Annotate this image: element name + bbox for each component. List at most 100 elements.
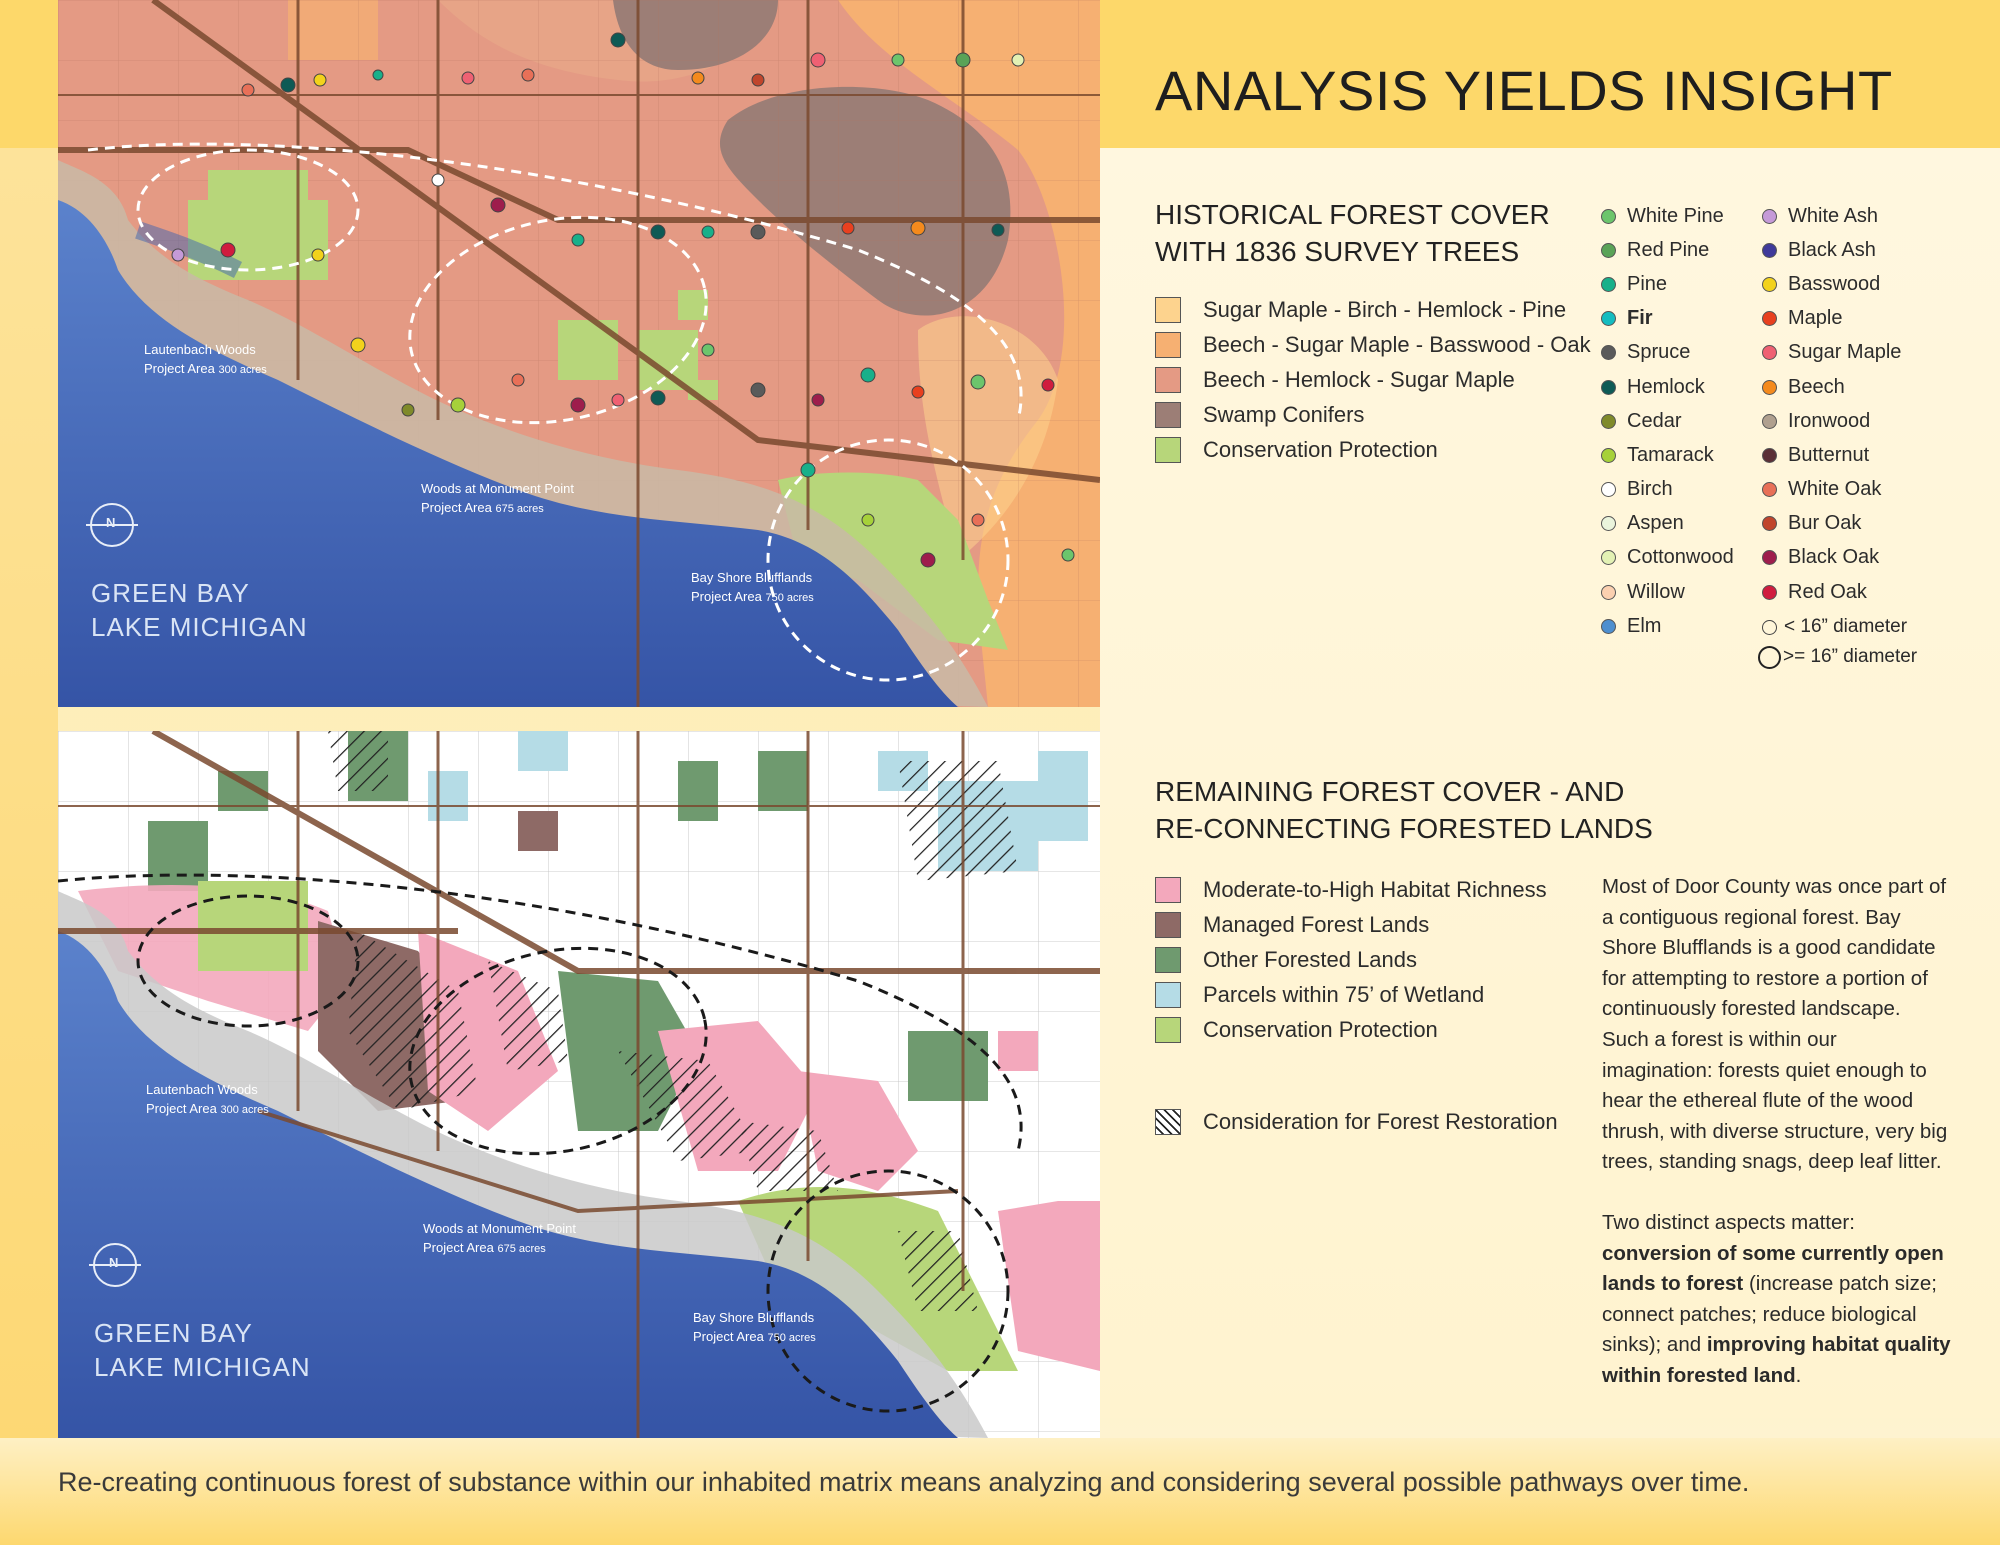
tree-marker-icon — [1762, 447, 1777, 463]
legend-swatch-icon — [1155, 946, 1181, 973]
tree-legend-item: White Ash — [1762, 199, 1901, 233]
tree-marker-icon — [1601, 482, 1616, 498]
tree-marker-icon — [1601, 413, 1616, 429]
tree-legend-item: Tamarack — [1601, 438, 1734, 472]
tree-label: Bur Oak — [1788, 512, 1862, 535]
monument-point-label: Woods at Monument Point Project Area 675… — [421, 481, 574, 515]
tree-marker-icon — [1601, 550, 1616, 566]
tree-legend-item: Red Pine — [1601, 233, 1734, 267]
survey-trees-legend-col2: White Ash Black Ash Basswood Maple Sugar Map… — [1762, 199, 1901, 609]
tree-label: Aspen — [1627, 512, 1684, 535]
remaining-map-graphic — [58, 731, 1100, 1438]
tree-label: Sugar Maple — [1788, 341, 1902, 364]
monument-point-label: Woods at Monument Point Project Area 675… — [423, 1221, 576, 1255]
tree-label: Hemlock — [1627, 375, 1705, 398]
green-bay-water — [58, 200, 958, 707]
legend-label: Swamp Conifers — [1203, 401, 1365, 427]
tree-legend-item: Pine — [1601, 267, 1734, 301]
tree-label: Cedar — [1627, 409, 1682, 432]
section1-legend-item: Beech - Sugar Maple - Basswood - Oak — [1155, 327, 1591, 362]
tree-label: Basswood — [1788, 272, 1881, 295]
lautenbach-label: Lautenbach Woods Project Area 300 acres — [144, 342, 267, 376]
section1-legend-item: Beech - Hemlock - Sugar Maple — [1155, 362, 1591, 397]
restoration-boundaries — [58, 873, 1023, 1413]
legend-label: Moderate-to-High Habitat Richness — [1203, 876, 1547, 902]
tree-legend-item: Beech — [1762, 370, 1901, 404]
tree-marker-icon — [1601, 276, 1616, 292]
legend-label: Conservation Protection — [1203, 1016, 1438, 1042]
section2-legend-item: Other Forested Lands — [1155, 942, 1547, 977]
tree-legend-item: Cottonwood — [1601, 541, 1734, 575]
tree-marker-icon — [1762, 516, 1777, 532]
tree-marker-icon — [1601, 208, 1616, 224]
tree-legend-item: Bur Oak — [1762, 507, 1901, 541]
legend-swatch-icon — [1155, 436, 1181, 463]
legend-swatch-icon — [1155, 296, 1181, 323]
tree-marker-icon — [1601, 345, 1616, 361]
tree-marker-icon — [1762, 482, 1777, 498]
tree-label: Beech — [1788, 375, 1845, 398]
tree-label: Red Pine — [1627, 238, 1710, 261]
tree-legend-item: Aspen — [1601, 507, 1734, 541]
legend-label: Parcels within 75’ of Wetland — [1203, 981, 1485, 1007]
paragraph-2: Two distinct aspects matter: conversion … — [1602, 1210, 1951, 1387]
tree-label: Tamarack — [1627, 443, 1714, 466]
tree-label: Butternut — [1788, 443, 1870, 466]
tree-legend-item: Fir — [1601, 302, 1734, 336]
tree-label: Birch — [1627, 478, 1673, 501]
tree-label: White Oak — [1788, 478, 1882, 501]
tree-legend-item: White Pine — [1601, 199, 1734, 233]
historical-heading: HISTORICAL FOREST COVER WITH 1836 SURVEY… — [1155, 199, 1550, 267]
remaining-forest-map[interactable]: Lautenbach Woods Project Area 300 acres … — [58, 731, 1100, 1438]
north-arrow-icon: N — [89, 1243, 141, 1287]
tree-legend-item: Maple — [1762, 302, 1901, 336]
tree-marker-icon — [1601, 584, 1616, 600]
tree-legend-item: Butternut — [1762, 438, 1901, 472]
bottom-caption: Re-creating continuous forest of substan… — [58, 1467, 1750, 1497]
section2-legend-item: Moderate-to-High Habitat Richness — [1155, 872, 1547, 907]
tree-marker-icon — [1601, 618, 1616, 634]
survey-trees-legend-col1: White Pine Red Pine Pine Fir Spruce Hemlock Ce… — [1601, 199, 1734, 643]
left-margin — [0, 148, 58, 1448]
tree-marker-icon — [1762, 584, 1777, 600]
tree-marker-icon — [1601, 311, 1616, 327]
tree-marker-icon — [1762, 311, 1777, 327]
tree-legend-item: Birch — [1601, 473, 1734, 507]
north-arrow-icon: N — [86, 503, 138, 547]
water-label: GREEN BAY LAKE MICHIGAN — [91, 578, 308, 642]
tree-label: Elm — [1627, 614, 1662, 637]
water-label: GREEN BAY LAKE MICHIGAN — [94, 1318, 311, 1382]
tree-label: Ironwood — [1788, 409, 1871, 432]
tree-label: Willow — [1627, 580, 1685, 603]
tree-legend-item: Willow — [1601, 575, 1734, 609]
survey-tree-markers — [171, 32, 1075, 568]
tree-legend-item: Elm — [1601, 609, 1734, 643]
tree-marker-icon — [1601, 516, 1616, 532]
remaining-forest-legend: Moderate-to-High Habitat Richness Managed… — [1155, 872, 1547, 1047]
legend-swatch-icon — [1155, 366, 1181, 393]
tree-label: Pine — [1627, 272, 1668, 295]
historical-forest-legend: Sugar Maple - Birch - Hemlock - Pine Beec… — [1155, 292, 1591, 467]
legend-label: Sugar Maple - Birch - Hemlock - Pine — [1203, 296, 1567, 322]
tree-legend-item: Hemlock — [1601, 370, 1734, 404]
tree-legend-item: Red Oak — [1762, 575, 1901, 609]
remaining-heading: REMAINING FOREST COVER - AND RE-CONNECTI… — [1155, 776, 1653, 844]
tree-label: Black Ash — [1788, 238, 1876, 261]
lautenbach-label: Lautenbach Woods Project Area 300 acres — [146, 1082, 269, 1116]
tree-marker-icon — [1762, 413, 1777, 429]
tree-legend-item: Black Oak — [1762, 541, 1901, 575]
tree-marker-icon — [1601, 242, 1616, 258]
description-text: Most of Door County was once part of a c… — [1602, 872, 1952, 1422]
historical-forest-map[interactable]: Lautenbach Woods Project Area 300 acres … — [58, 0, 1100, 707]
tree-legend-item: Basswood — [1762, 267, 1901, 301]
small-diameter-icon — [1762, 619, 1777, 635]
tree-label: Spruce — [1627, 341, 1691, 364]
tree-label: Cottonwood — [1627, 546, 1734, 569]
tree-legend-item: White Oak — [1762, 473, 1901, 507]
legend-label: Managed Forest Lands — [1203, 911, 1430, 937]
tree-label: White Pine — [1627, 204, 1724, 227]
tree-legend-item: Spruce — [1601, 336, 1734, 370]
tree-label: Fir — [1627, 307, 1653, 330]
section2-legend-item: Conservation Protection — [1155, 1012, 1547, 1047]
tree-legend-item: Cedar — [1601, 404, 1734, 438]
